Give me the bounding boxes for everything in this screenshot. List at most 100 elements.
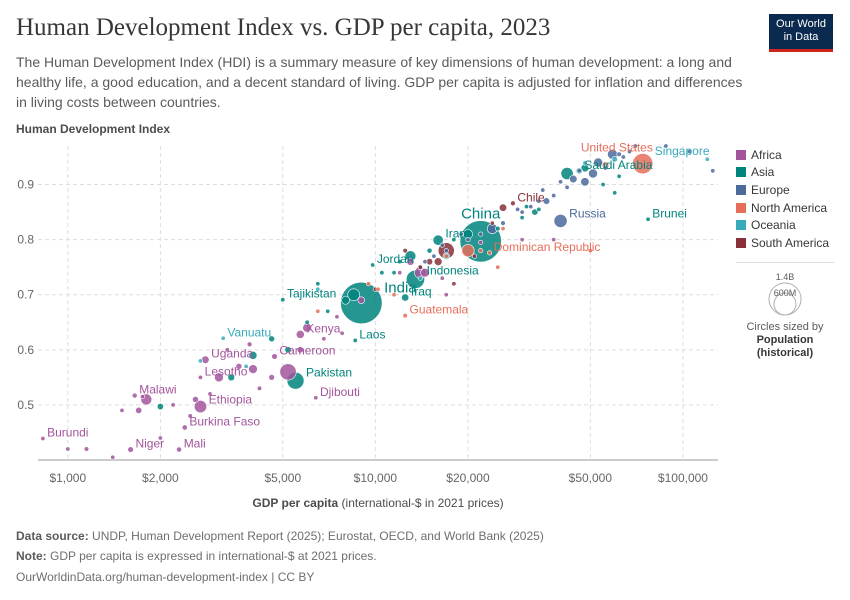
data-point[interactable] (569, 174, 578, 184)
data-point[interactable] (632, 143, 638, 149)
data-point[interactable] (495, 264, 501, 270)
data-point[interactable] (612, 190, 618, 196)
data-point[interactable] (256, 385, 263, 391)
data-point[interactable] (587, 248, 593, 254)
data-point[interactable] (110, 454, 116, 460)
data-point[interactable] (156, 403, 164, 411)
point-laos[interactable] (352, 337, 358, 343)
data-point[interactable] (461, 244, 475, 258)
data-point[interactable] (279, 363, 297, 381)
data-point[interactable] (593, 157, 603, 168)
scatter-chart[interactable]: 0.5 0.6 0.7 0.8 0.9 $1,000 $2,000 $5,000 $10,000… (0, 138, 730, 525)
data-point[interactable] (207, 391, 213, 397)
data-point[interactable] (334, 314, 340, 320)
legend-item-oceania[interactable]: Oceania (736, 216, 846, 234)
data-point[interactable] (710, 168, 716, 174)
data-point[interactable] (197, 358, 203, 364)
point-united-states[interactable] (632, 153, 654, 175)
data-point[interactable] (500, 226, 506, 232)
data-point[interactable] (339, 330, 345, 336)
data-point[interactable] (528, 204, 534, 210)
point-ethiopia[interactable] (193, 400, 207, 414)
data-point[interactable] (616, 173, 622, 179)
data-point[interactable] (157, 435, 163, 441)
data-point[interactable] (478, 239, 484, 245)
point-iraq[interactable] (401, 293, 410, 302)
data-point[interactable] (224, 347, 230, 353)
data-point[interactable] (227, 373, 236, 382)
data-point[interactable] (500, 220, 506, 226)
data-point[interactable] (611, 156, 618, 163)
data-point[interactable] (626, 149, 632, 155)
point-cameroon[interactable] (271, 353, 278, 360)
legend-item-north-america[interactable]: North America (736, 199, 846, 217)
point-jordan[interactable] (370, 262, 376, 268)
data-point[interactable] (478, 231, 484, 237)
data-point[interactable] (495, 225, 501, 232)
data-point[interactable] (214, 372, 224, 383)
data-point[interactable] (458, 231, 464, 237)
data-point[interactable] (357, 296, 365, 304)
data-point[interactable] (417, 264, 423, 270)
data-point[interactable] (402, 248, 408, 254)
data-point[interactable] (268, 374, 275, 381)
data-point[interactable] (515, 206, 521, 212)
data-point[interactable] (304, 319, 310, 325)
point-guatemala[interactable] (402, 313, 408, 319)
point-mali[interactable] (176, 446, 183, 453)
data-point[interactable] (498, 203, 508, 212)
data-point[interactable] (582, 160, 588, 166)
data-point[interactable] (540, 187, 546, 193)
point-burkina-faso[interactable] (181, 424, 188, 431)
data-point[interactable] (426, 247, 433, 254)
data-point[interactable] (315, 281, 321, 287)
point-lesotho[interactable] (197, 374, 203, 380)
data-point[interactable] (443, 253, 449, 259)
point-dominican-republic[interactable] (487, 250, 493, 256)
legend-item-africa[interactable]: Africa (736, 146, 846, 164)
data-point[interactable] (140, 394, 146, 400)
data-point[interactable] (321, 336, 327, 342)
data-point[interactable] (315, 286, 321, 292)
data-point[interactable] (531, 208, 539, 216)
data-point[interactable] (443, 292, 449, 298)
point-niger[interactable] (127, 446, 134, 453)
legend-item-asia[interactable]: Asia (736, 164, 846, 182)
data-point[interactable] (686, 149, 692, 155)
data-point[interactable] (248, 364, 258, 374)
data-point[interactable] (433, 257, 443, 266)
data-point[interactable] (192, 396, 199, 403)
data-point[interactable] (397, 259, 403, 265)
point-russia[interactable] (553, 213, 568, 228)
point-djibouti[interactable] (313, 395, 319, 401)
data-point[interactable] (284, 346, 292, 354)
data-point[interactable] (551, 193, 557, 199)
data-point[interactable] (663, 143, 669, 149)
data-point[interactable] (551, 237, 557, 243)
data-point[interactable] (519, 215, 525, 221)
point-tajikistan[interactable] (280, 297, 286, 303)
data-point[interactable] (519, 237, 525, 243)
data-point[interactable] (536, 198, 542, 204)
point-chile[interactable] (510, 200, 516, 207)
data-point[interactable] (347, 288, 360, 301)
legend-item-europe[interactable]: Europe (736, 181, 846, 199)
data-point[interactable] (417, 275, 423, 281)
data-point[interactable] (420, 268, 430, 278)
footer-url[interactable]: OurWorldinData.org/human-development-ind… (16, 570, 315, 584)
data-point[interactable] (391, 292, 397, 298)
point-malawi[interactable] (131, 392, 138, 399)
data-point[interactable] (366, 281, 372, 287)
data-point[interactable] (379, 270, 385, 276)
data-point[interactable] (248, 350, 258, 360)
data-point[interactable] (603, 165, 609, 171)
data-point[interactable] (576, 168, 582, 174)
legend-item-south-america[interactable]: South America (736, 234, 846, 252)
data-point[interactable] (600, 182, 606, 188)
data-point[interactable] (524, 204, 530, 210)
data-point[interactable] (451, 281, 457, 287)
data-point[interactable] (296, 346, 304, 354)
data-point[interactable] (65, 446, 71, 452)
data-point[interactable] (119, 407, 125, 413)
point-iran[interactable] (432, 234, 444, 246)
